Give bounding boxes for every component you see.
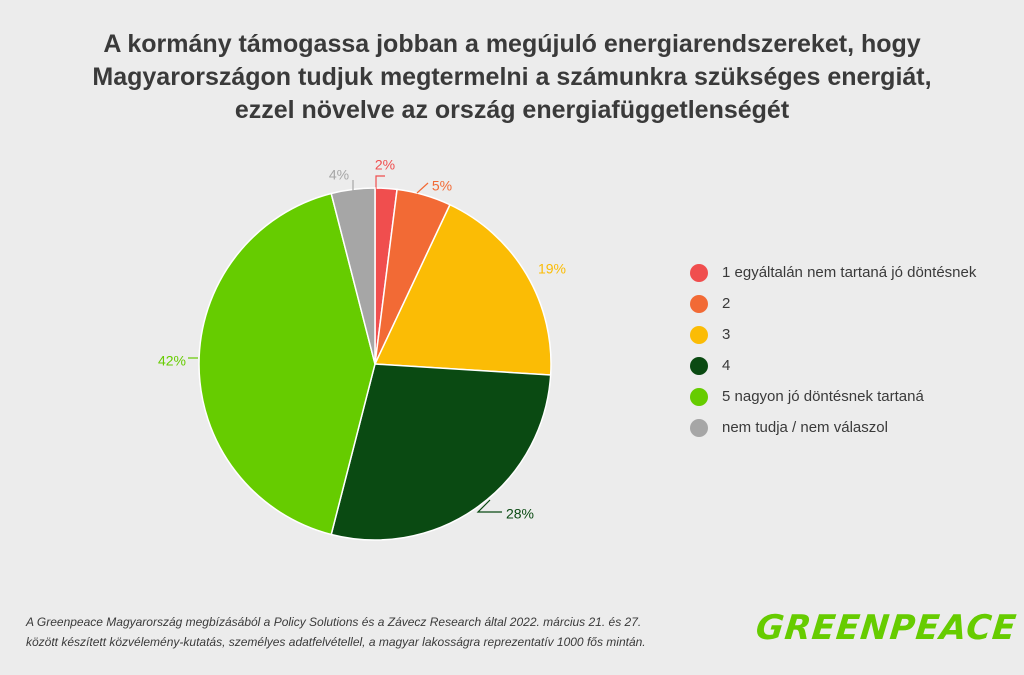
leader-line-4 — [476, 499, 502, 513]
legend-item-1: 1 egyáltalán nem tartaná jó döntésnek — [690, 262, 980, 284]
data-label-4: 28% — [506, 506, 534, 522]
footnote-line-2: között készített közvélemény-kutatás, sz… — [26, 635, 646, 649]
greenpeace-logo: GREENPEACE — [753, 608, 1019, 648]
legend-label-2: 2 — [722, 295, 731, 312]
legend-label-5: 5 nagyon jó döntésnek tartaná — [722, 388, 924, 405]
footnote: A Greenpeace Magyarország megbízásából a… — [26, 612, 726, 652]
leader-line-1 — [375, 175, 385, 189]
legend-item-4: 4 — [690, 355, 980, 377]
legend-swatch-5 — [690, 388, 708, 406]
legend-label-6: nem tudja / nem válaszol — [722, 419, 888, 436]
legend-swatch-1 — [690, 264, 708, 282]
pie-slice-4 — [330, 363, 552, 541]
title-line-2: Magyarországon tudjuk megtermelni a szám… — [92, 63, 932, 91]
legend-item-2: 2 — [690, 293, 980, 315]
data-label-2: 5% — [432, 178, 452, 194]
data-label-1: 2% — [375, 157, 395, 173]
leader-line-2 — [416, 182, 429, 194]
title-line-3: ezzel növelve az ország energiafüggetlen… — [234, 96, 790, 124]
legend-item-6: nem tudja / nem válaszol — [690, 417, 980, 439]
legend-swatch-2 — [690, 295, 708, 313]
legend-item-5: 5 nagyon jó döntésnek tartaná — [690, 386, 980, 408]
legend-label-4: 4 — [722, 357, 731, 374]
title-line-1: A kormány támogassa jobban a megújuló en… — [103, 30, 921, 58]
chart-legend: 1 egyáltalán nem tartaná jó döntésnek 2 3 4… — [690, 262, 980, 448]
legend-label-1: 1 egyáltalán nem tartaná jó döntésnek — [722, 264, 977, 281]
data-label-5: 42% — [158, 353, 186, 369]
data-label-6: 4% — [329, 167, 349, 183]
legend-swatch-3 — [690, 326, 708, 344]
legend-label-3: 3 — [722, 326, 731, 343]
pie-slice-3 — [373, 203, 552, 376]
legend-swatch-4 — [690, 357, 708, 375]
legend-item-3: 3 — [690, 324, 980, 346]
chart-title: A kormány támogassa jobban a megújuló en… — [40, 28, 984, 127]
legend-swatch-6 — [690, 419, 708, 437]
pie-slice-5 — [198, 192, 376, 536]
data-label-3: 19% — [538, 261, 566, 277]
footnote-line-1: A Greenpeace Magyarország megbízásából a… — [26, 615, 642, 629]
